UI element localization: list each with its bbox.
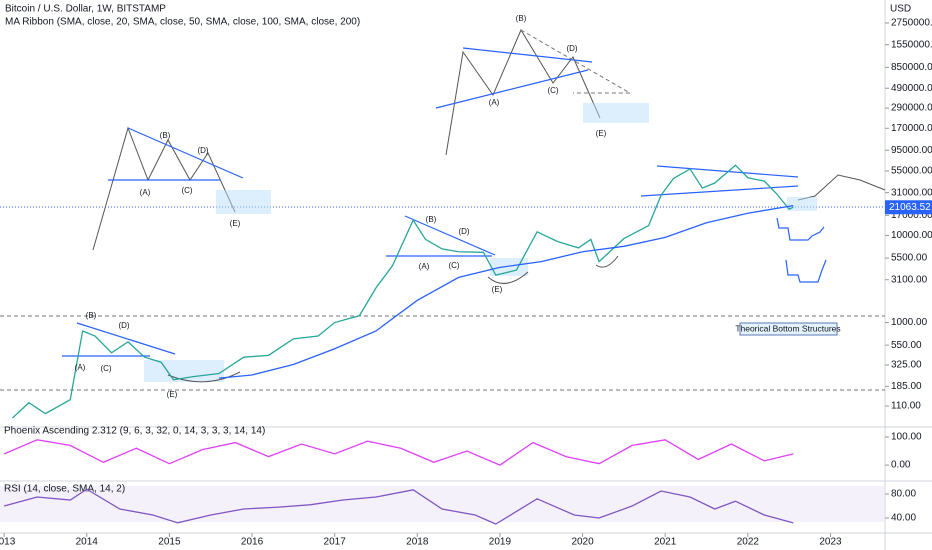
arc — [595, 255, 619, 268]
annotation: (A) — [489, 98, 500, 107]
y-tick-label: 40.00 — [891, 513, 916, 524]
annotation-box — [739, 322, 838, 336]
annotation: (B) — [426, 215, 437, 224]
annotation: (D) — [566, 44, 577, 53]
x-tick-label: 2023 — [819, 537, 842, 548]
indicator-title: RSI (14, close, SMA, 14, 2) — [4, 484, 125, 495]
trend-line — [404, 215, 496, 256]
price-line — [3, 488, 794, 525]
annotation: (C) — [100, 364, 111, 373]
bottom-structure — [776, 217, 825, 241]
rsi-band — [0, 486, 885, 522]
y-tick-label: 490000.00 — [891, 83, 932, 94]
target-zone — [787, 197, 817, 211]
trend-line — [76, 322, 176, 355]
annotation: (D) — [458, 227, 469, 236]
annotation: (C) — [547, 86, 558, 95]
indicator-title: Phoenix Ascending 2.312 (9, 6, 3, 32, 0,… — [4, 426, 265, 437]
x-tick-label: 2016 — [241, 537, 264, 548]
x-tick-label: 2015 — [158, 537, 181, 548]
annotation: (C) — [448, 261, 459, 270]
annotation: (D) — [118, 321, 129, 330]
price-tag-label: 21063.52 — [889, 202, 931, 213]
y-tick-label: 110.00 — [891, 401, 921, 412]
y-tick-label: 185.00 — [891, 381, 922, 392]
target-zone — [490, 258, 528, 276]
annotation: (E) — [230, 219, 241, 228]
y-tick-label: 80.00 — [891, 489, 916, 500]
y-tick-label: 10000.00 — [891, 230, 932, 241]
x-tick-label: 2014 — [76, 537, 99, 548]
chart-subtitle: MA Ribbon (SMA, close, 20, SMA, close, 5… — [5, 17, 360, 28]
annotation: (B) — [86, 311, 97, 320]
price-tag — [885, 200, 932, 215]
y-tick-label: 31000.00 — [891, 187, 932, 198]
y-tick-label: 1550000.00 — [891, 39, 932, 50]
axis-unit: USD — [890, 4, 911, 15]
x-tick-label: 2020 — [571, 537, 594, 548]
x-tick-label: 2021 — [654, 537, 677, 548]
y-tick-label: 5500.00 — [891, 253, 928, 264]
x-tick-label: 2019 — [489, 537, 512, 548]
annotation: (C) — [181, 186, 192, 195]
annotation: (B) — [160, 131, 171, 140]
trend-line — [435, 69, 589, 109]
bottom-structure — [785, 259, 827, 283]
x-tick-label: 2013 — [0, 537, 16, 548]
y-tick-label: 0.00 — [891, 460, 911, 471]
x-tick-label: 2022 — [737, 537, 760, 548]
annotation: (E) — [596, 129, 607, 138]
x-tick-label: 2017 — [324, 537, 347, 548]
y-tick-label: 55000.00 — [891, 166, 932, 177]
arc — [167, 371, 241, 383]
trend-line — [640, 185, 799, 197]
annotation: (A) — [419, 262, 430, 271]
annotation: (B) — [516, 14, 527, 23]
target-zone — [583, 103, 649, 123]
annotation: (D) — [197, 146, 208, 155]
annotation: (A) — [140, 188, 151, 197]
annotation: (E) — [492, 285, 503, 294]
x-tick-label: 2018 — [406, 537, 429, 548]
y-tick-label: 1000.00 — [891, 317, 928, 328]
price-line — [218, 204, 794, 379]
price-line — [3, 439, 794, 466]
trend-line — [462, 47, 593, 63]
y-tick-label: 95000.00 — [891, 145, 932, 156]
trend-line — [127, 127, 244, 179]
y-tick-label: 290000.00 — [891, 103, 932, 114]
arc — [487, 271, 529, 284]
wave-drawing — [92, 126, 236, 251]
y-tick-label: 325.00 — [891, 360, 922, 371]
annotation: Theorical Bottom Structures — [735, 323, 840, 333]
annotation: (E) — [167, 390, 178, 399]
y-tick-label: 850000.00 — [891, 62, 932, 73]
annotation: (A) — [75, 363, 86, 372]
y-tick-label: 3100.00 — [891, 274, 928, 285]
y-tick-label: 550.00 — [891, 340, 922, 351]
price-line — [11, 164, 794, 419]
projection — [520, 29, 632, 94]
y-tick-label: 170000.00 — [891, 123, 932, 134]
y-tick-label: 2750000.00 — [891, 18, 932, 29]
y-tick-label: 17000.00 — [891, 210, 932, 221]
chart-title: Bitcoin / U.S. Dollar, 1W, BITSTAMP — [5, 4, 166, 15]
target-zone — [216, 190, 271, 214]
y-tick-label: 100.00 — [891, 432, 922, 443]
